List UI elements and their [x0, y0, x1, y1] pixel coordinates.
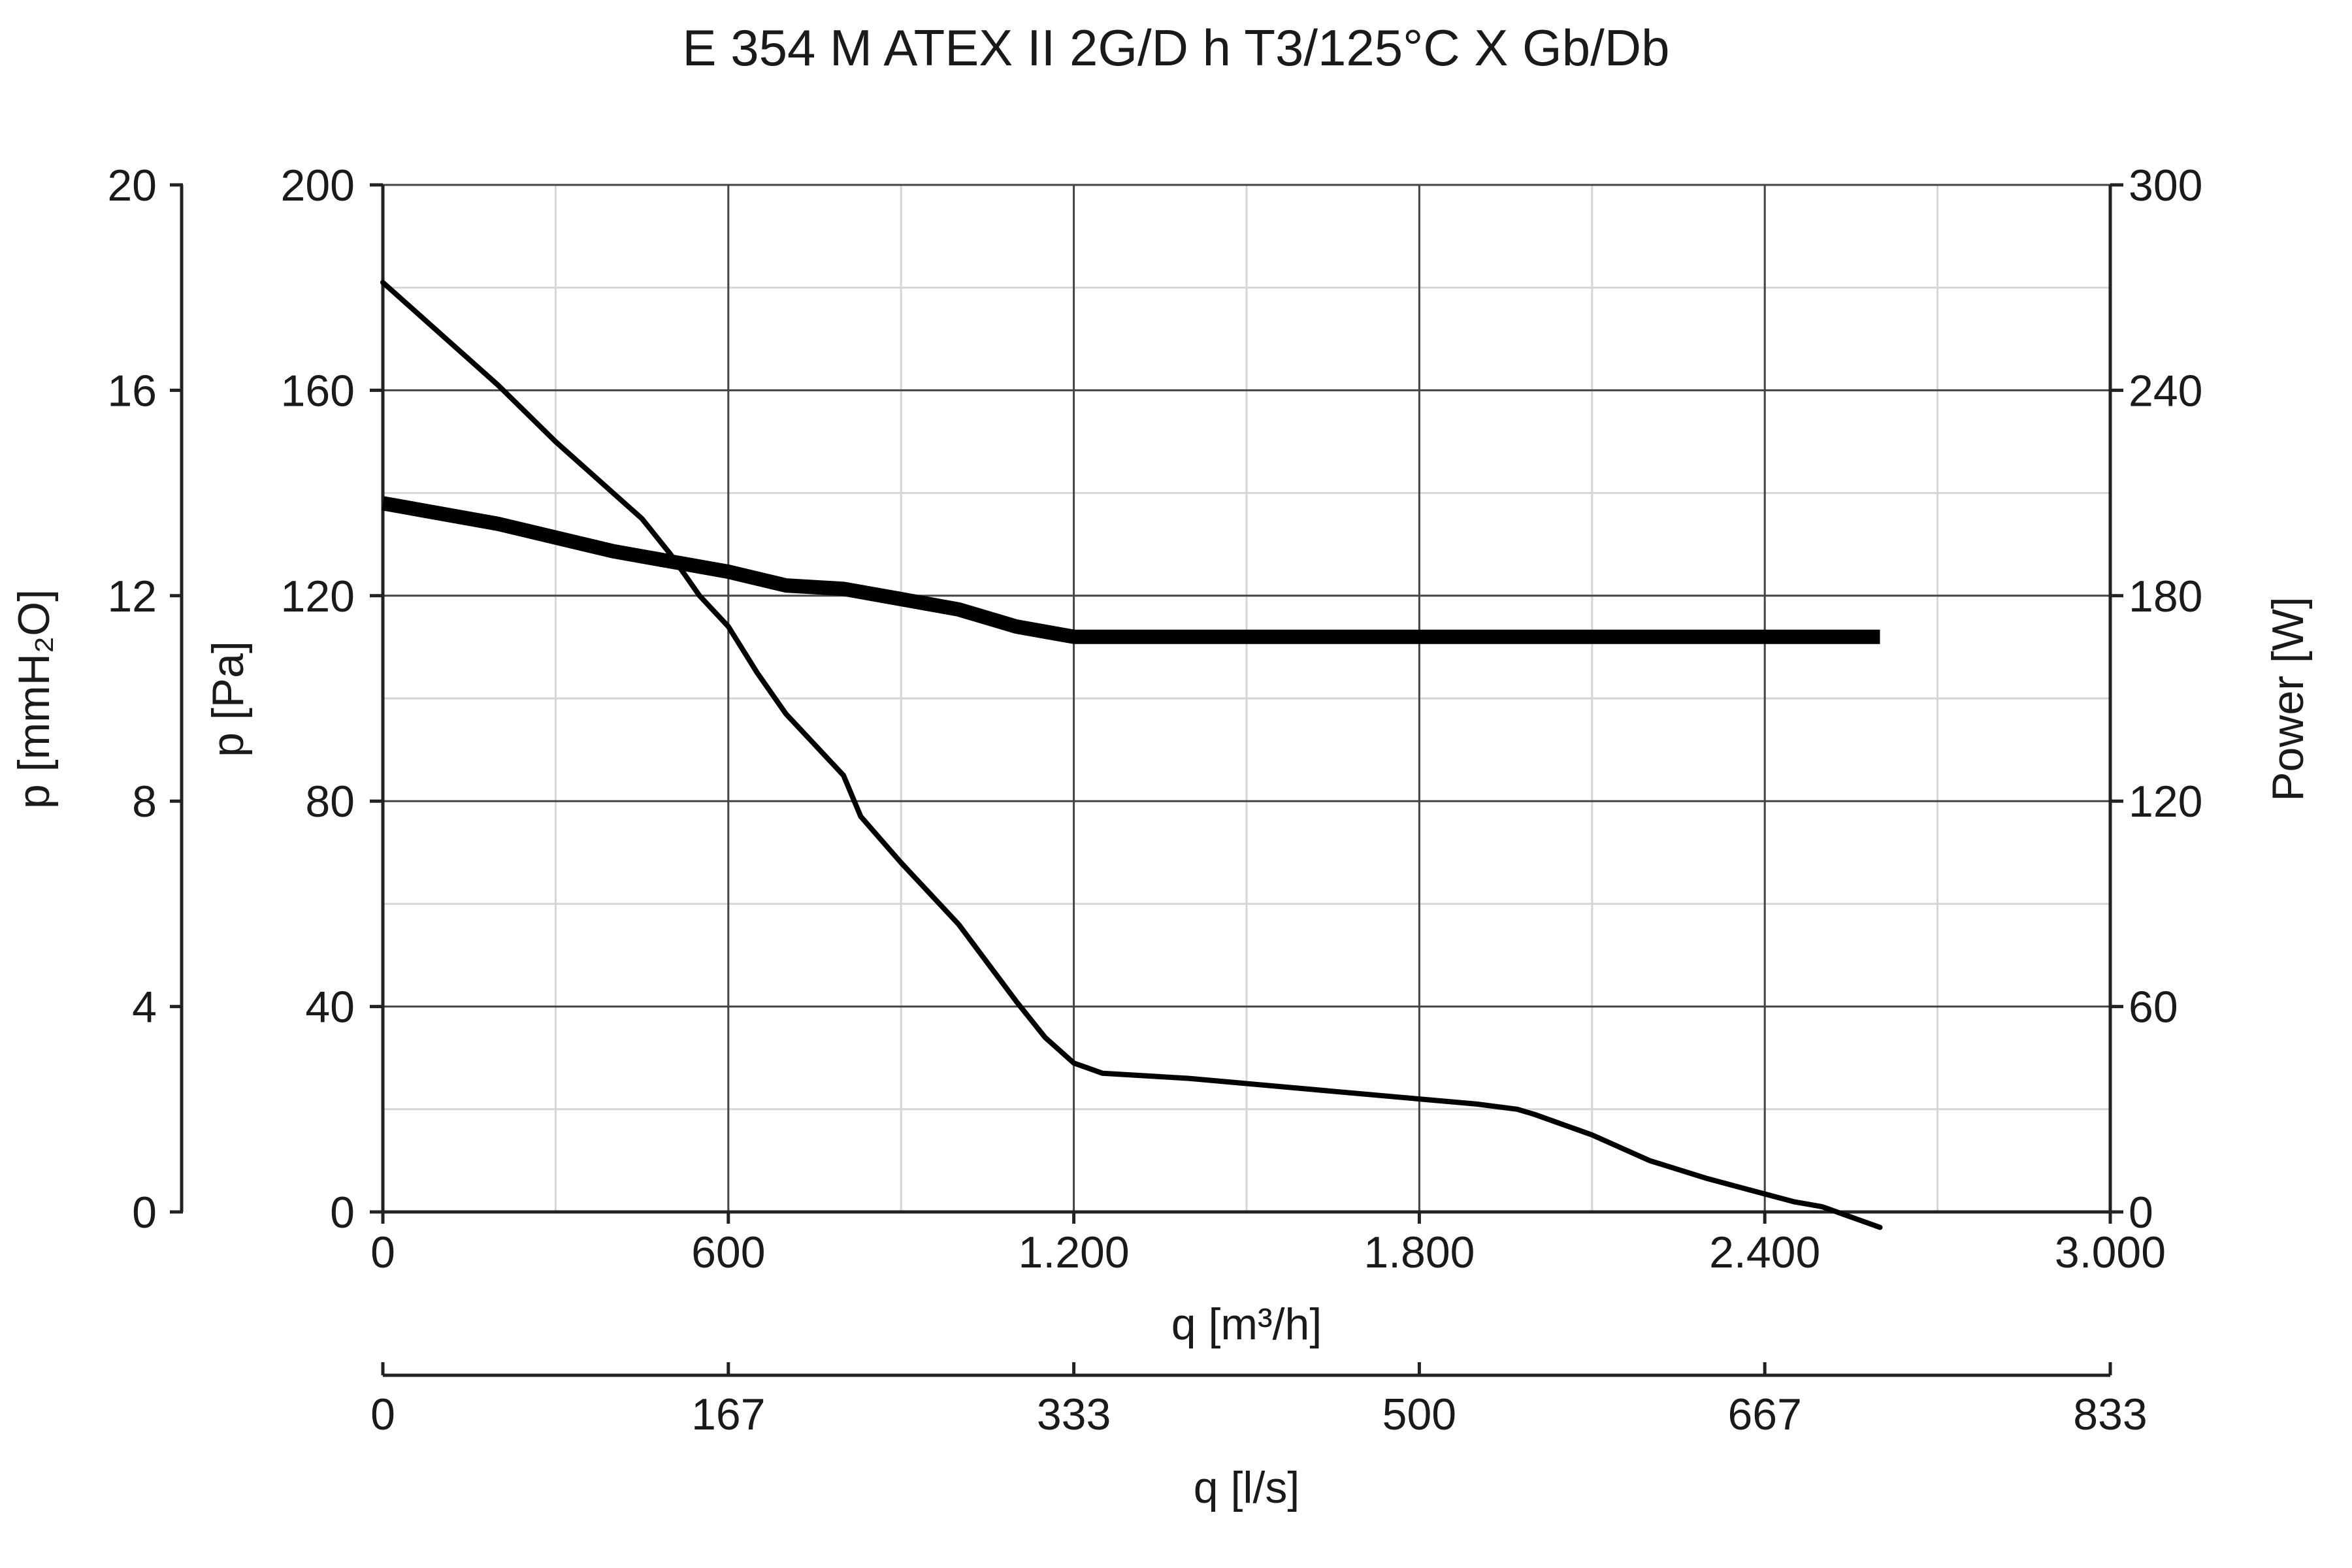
y-tick-label: 120: [281, 572, 355, 621]
x-secondary-tick-label: 833: [2073, 1390, 2147, 1439]
y-axis-secondary-title: p [mmH₂O]: [9, 589, 59, 809]
x-tick-label: 3.000: [2055, 1228, 2166, 1277]
pressure-curve: [380, 280, 1883, 1230]
x-secondary-tick-label: 0: [370, 1390, 395, 1439]
x-secondary-tick-label: 667: [1727, 1390, 1801, 1439]
y-right-tick-label: 0: [2129, 1188, 2153, 1237]
y-tick-label: 160: [281, 366, 355, 416]
y-axis-title: p [Pa]: [203, 641, 253, 757]
tick-marks: [170, 183, 2123, 1375]
y-secondary-tick-label: 8: [132, 777, 157, 826]
y-right-tick-label: 300: [2129, 161, 2202, 210]
x-tick-label: 1.800: [1364, 1228, 1475, 1277]
data-series: [380, 280, 1883, 1230]
x-axis-secondary-title: q [l/s]: [1194, 1463, 1300, 1512]
y-secondary-tick-label: 4: [132, 983, 157, 1032]
y-secondary-tick-label: 0: [132, 1188, 157, 1237]
y-tick-label: 200: [281, 161, 355, 210]
y-secondary-tick-label: 12: [107, 572, 157, 621]
chart-title: E 354 M ATEX II 2G/D h T3/125°C X Gb/Db: [683, 19, 1670, 76]
x-secondary-tick-label: 167: [691, 1390, 765, 1439]
x-tick-label: 1.200: [1019, 1228, 1130, 1277]
power-curve: [382, 496, 1880, 644]
x-secondary-tick-label: 333: [1037, 1390, 1111, 1439]
y-tick-label: 40: [305, 983, 355, 1032]
minor-gridlines: [383, 185, 2110, 1212]
y-secondary-tick-label: 16: [107, 366, 157, 416]
y-right-tick-label: 60: [2129, 983, 2178, 1032]
x-tick-label: 2.400: [1709, 1228, 1820, 1277]
y-tick-label: 0: [330, 1188, 355, 1237]
y-right-tick-label: 180: [2129, 572, 2202, 621]
x-secondary-tick-label: 500: [1382, 1390, 1456, 1439]
y-right-tick-label: 120: [2129, 777, 2202, 826]
y-secondary-tick-label: 20: [107, 161, 157, 210]
y-right-tick-label: 240: [2129, 366, 2202, 416]
y-axis-right-title: Power [W]: [2263, 596, 2313, 802]
x-axis-title: q [m³/h]: [1171, 1299, 1322, 1349]
x-tick-label: 600: [691, 1228, 765, 1277]
y-tick-label: 80: [305, 777, 355, 826]
x-tick-label: 0: [370, 1228, 395, 1277]
axes: [180, 185, 2112, 1377]
